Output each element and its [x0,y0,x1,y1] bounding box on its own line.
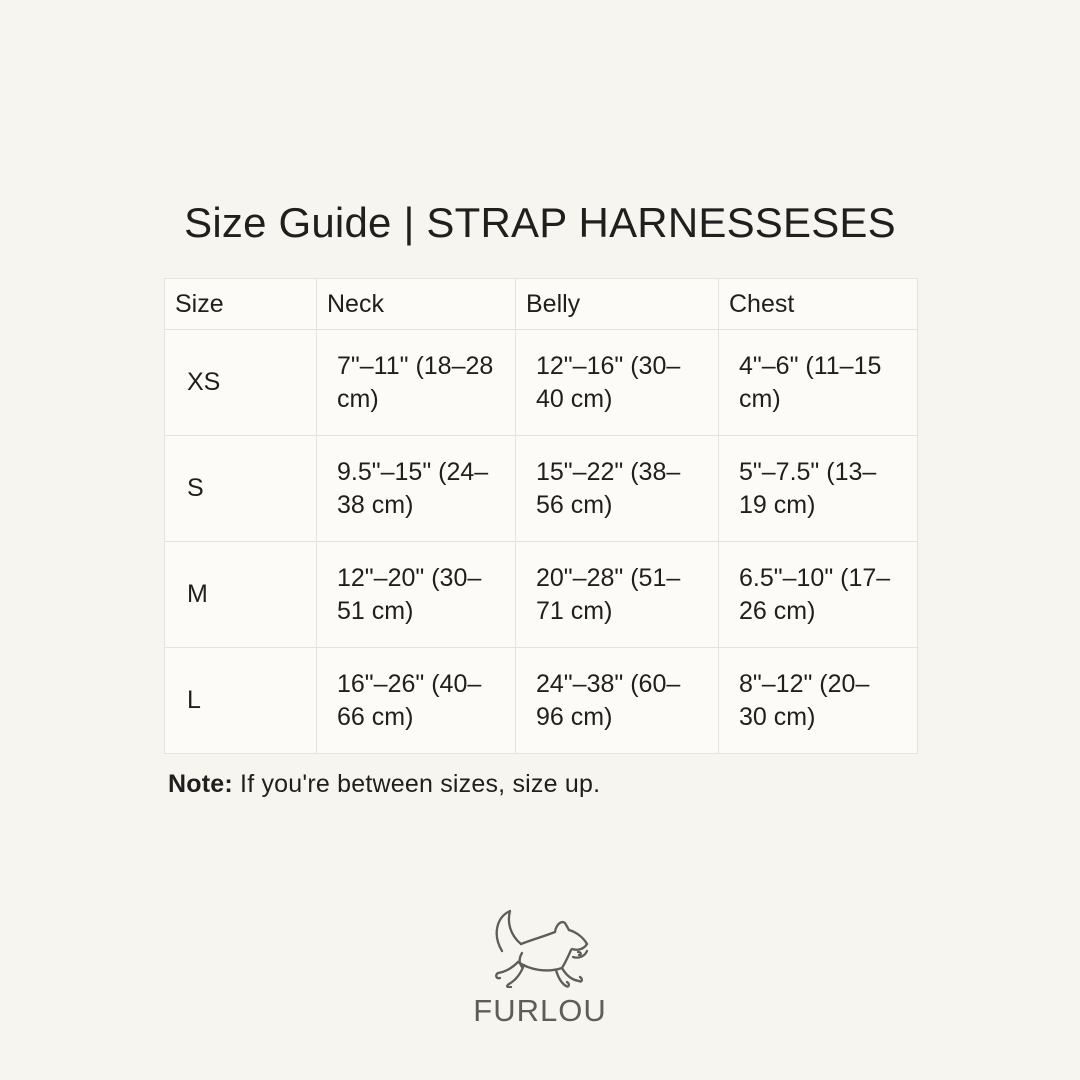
column-header-size: Size [164,278,317,330]
sizing-note: Note: If you're between sizes, size up. [168,770,600,799]
column-header-neck: Neck [316,278,516,330]
chest-value: 4"–6" (11–15 cm) [718,329,918,436]
table-header-row: Size Neck Belly Chest [164,278,918,330]
belly-value: 12"–16" (30–40 cm) [515,329,719,436]
table-row: S 9.5"–15" (24–38 cm) 15"–22" (38–56 cm)… [164,435,918,542]
chest-value: 8"–12" (20–30 cm) [718,647,918,754]
chest-value: 6.5"–10" (17–26 cm) [718,541,918,648]
neck-value: 7"–11" (18–28 cm) [316,329,516,436]
size-value: M [164,541,317,648]
size-guide-table: Size Neck Belly Chest XS 7"–11" (18–28 c… [164,278,918,754]
belly-value: 20"–28" (51–71 cm) [515,541,719,648]
size-value: S [164,435,317,542]
note-text: If you're between sizes, size up. [240,770,601,798]
belly-value: 15"–22" (38–56 cm) [515,435,719,542]
jumping-dog-icon [495,909,589,988]
neck-value: 9.5"–15" (24–38 cm) [316,435,516,542]
brand-wordmark: FURLOU [473,993,607,1028]
column-header-chest: Chest [718,278,918,330]
table-row: M 12"–20" (30–51 cm) 20"–28" (51–71 cm) … [164,541,918,648]
note-label: Note: [168,770,233,798]
table-row: XS 7"–11" (18–28 cm) 12"–16" (30–40 cm) … [164,329,918,436]
page-title: Size Guide | STRAP HARNESSESES [184,199,896,246]
size-value: L [164,647,317,754]
table-row: L 16"–26" (40–66 cm) 24"–38" (60–96 cm) … [164,647,918,754]
neck-value: 16"–26" (40–66 cm) [316,647,516,754]
chest-value: 5"–7.5" (13–19 cm) [718,435,918,542]
belly-value: 24"–38" (60–96 cm) [515,647,719,754]
column-header-belly: Belly [515,278,719,330]
neck-value: 12"–20" (30–51 cm) [316,541,516,648]
size-value: XS [164,329,317,436]
